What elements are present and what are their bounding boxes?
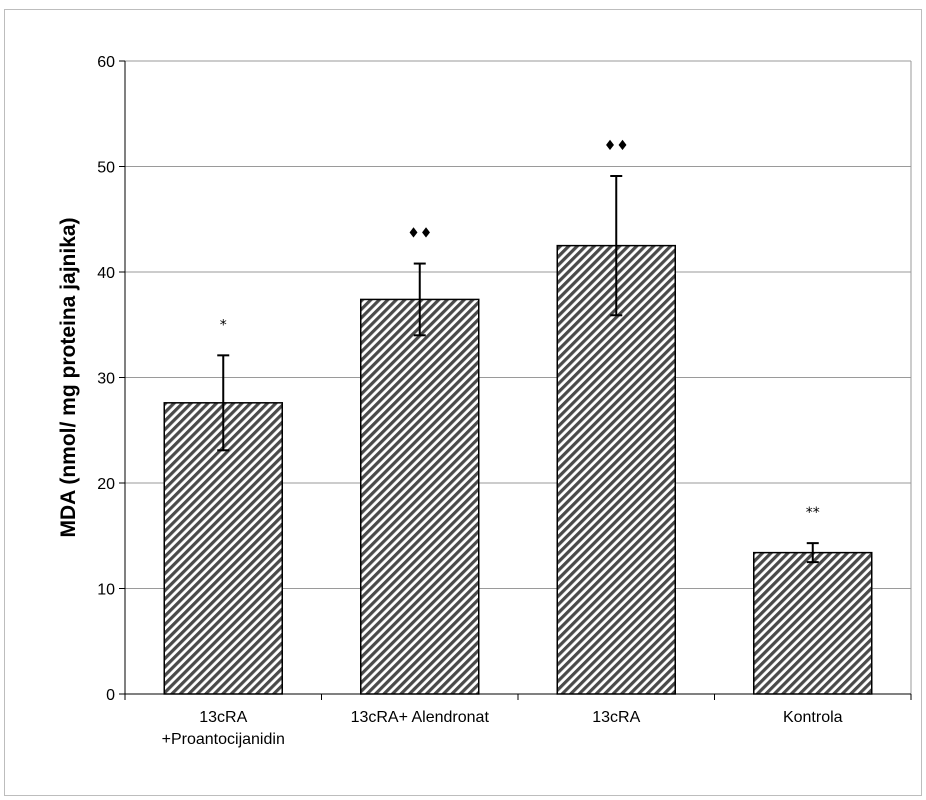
y-tick-label: 0 xyxy=(106,687,115,704)
y-tick-label: 10 xyxy=(97,582,115,599)
error-bar xyxy=(806,542,819,564)
bars xyxy=(163,244,873,695)
y-tick-label: 40 xyxy=(97,265,115,282)
significance-marker: ♦♦ xyxy=(407,226,432,242)
bar xyxy=(163,402,283,695)
chart-frame: 0 10 20 30 40 50 60 * ♦♦ ♦♦ ** 13cRA +Proantocijan… xyxy=(4,9,922,796)
y-axis: 0 10 20 30 40 50 60 xyxy=(97,54,125,704)
significance-annotations: * ♦♦ ♦♦ ** xyxy=(220,138,820,521)
significance-marker: ♦♦ xyxy=(604,138,629,154)
x-category-label: +Proantocijanidin xyxy=(162,731,285,748)
error-bar xyxy=(413,262,426,337)
y-tick-label: 60 xyxy=(97,54,115,71)
bar xyxy=(753,551,873,695)
x-category-label: 13cRA xyxy=(199,709,247,726)
x-category-label: 13cRA+ Alendronat xyxy=(351,709,490,726)
bar xyxy=(556,244,676,695)
error-bar xyxy=(610,174,623,317)
y-tick-label: 30 xyxy=(97,371,115,388)
y-tick-label: 50 xyxy=(97,160,115,177)
bar xyxy=(360,298,480,695)
y-tick-label: 20 xyxy=(97,476,115,493)
x-category-label: 13cRA xyxy=(592,709,640,726)
error-bars xyxy=(217,174,819,564)
error-bar xyxy=(217,354,230,452)
bar-chart: 0 10 20 30 40 50 60 * ♦♦ ♦♦ ** 13cRA +Proantocijan… xyxy=(57,54,912,748)
x-axis-categories: 13cRA +Proantocijanidin 13cRA+ Alendronat 1… xyxy=(124,694,912,748)
significance-marker: * xyxy=(220,317,227,333)
significance-marker: ** xyxy=(806,505,820,521)
x-category-label: Kontrola xyxy=(783,709,843,726)
y-axis-label: MDA (nmol/ mg proteina jajnika) xyxy=(57,217,80,537)
